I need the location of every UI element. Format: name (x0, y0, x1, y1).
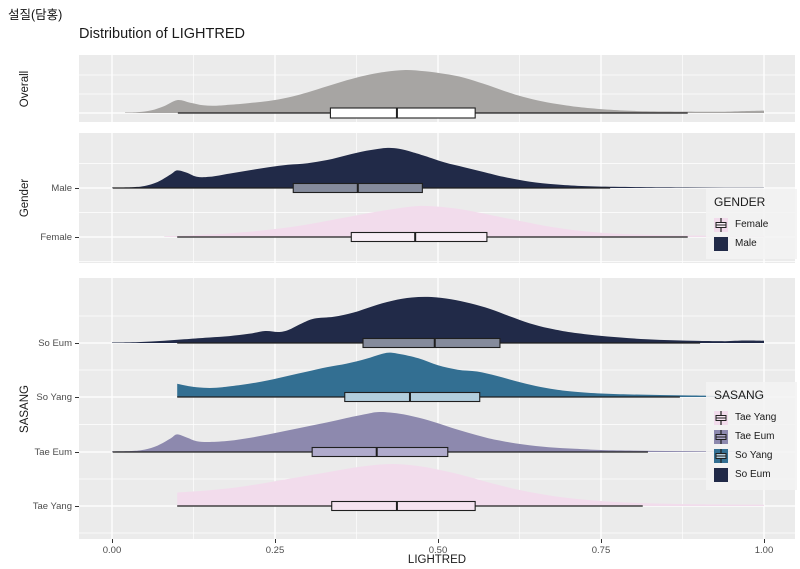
density-male (112, 147, 764, 188)
legend-sasang-items: Tae Yang Tae Eum So Yang So Eum (714, 408, 789, 484)
strip-label-overall: Overall (19, 70, 31, 107)
legend-item-label-tae-yang: Tae Yang (735, 412, 777, 423)
x-tick-label-0.50: 0.50 (428, 545, 448, 556)
panel-canvas-overall (79, 55, 795, 122)
x-tick-mark-0.75 (601, 539, 602, 543)
legend-key-boxplot-icon-female (714, 217, 728, 232)
legend-sasang: SASANG Tae Yang Tae Eum So Yang So Eum (706, 382, 797, 490)
legend-item-tae-yang: Tae Yang (714, 408, 789, 427)
panel-gender (79, 133, 795, 263)
legend-gender-title: GENDER (714, 195, 766, 209)
y-tick-mark-male (75, 188, 79, 189)
boxplot-male (112, 182, 611, 194)
density-tae-eum (112, 411, 764, 452)
y-tick-label-male: Male (51, 183, 72, 194)
density-female (164, 205, 764, 237)
legend-item-tae-eum: Tae Eum (714, 427, 789, 446)
legend-sasang-title: SASANG (714, 388, 765, 402)
legend-item-so-yang: So Yang (714, 446, 789, 465)
y-tick-mark-so-yang (75, 397, 79, 398)
boxplot-so-eum (177, 337, 701, 349)
x-tick-mark-0.00 (112, 539, 113, 543)
legend-gender-items: Female Male (714, 215, 789, 253)
x-tick-mark-0.25 (275, 539, 276, 543)
x-tick-mark-0.50 (438, 539, 439, 543)
legend-item-label-tae-eum: Tae Eum (735, 431, 775, 442)
legend-item-female: Female (714, 215, 789, 234)
legend-key-boxplot-icon-tae-yang (714, 410, 728, 425)
density-so-eum (112, 296, 764, 343)
boxplot-female (177, 231, 688, 243)
page-title: 설질(담홍) (8, 8, 63, 22)
x-tick-label-1.00: 1.00 (754, 545, 774, 556)
panel-canvas-gender (79, 133, 795, 263)
panel-sasang (79, 278, 795, 539)
panel-overall (79, 55, 795, 122)
legend-item-label-female: Female (735, 219, 769, 230)
y-tick-label-tae-eum: Tae Eum (34, 447, 73, 458)
legend-item-label-so-eum: So Eum (735, 469, 771, 480)
legend-item-male: Male (714, 234, 789, 253)
x-tick-label-0.25: 0.25 (265, 545, 285, 556)
x-tick-mark-1.00 (764, 539, 765, 543)
y-tick-label-so-eum: So Eum (38, 338, 72, 349)
legend-key-boxplot-icon-so-yang (714, 448, 728, 463)
strip-label-gender: Gender (19, 178, 31, 218)
y-tick-mark-so-eum (75, 343, 79, 344)
panel-canvas-sasang (79, 278, 795, 539)
legend-gender: GENDER Female Male (706, 189, 797, 259)
y-tick-label-so-yang: So Yang (36, 392, 72, 403)
gridlines (79, 133, 795, 263)
density-overall (125, 69, 764, 113)
density-tae-yang (177, 464, 764, 506)
x-tick-label-0.75: 0.75 (591, 545, 611, 556)
y-tick-label-female: Female (40, 232, 72, 243)
boxplot-tae-eum (112, 446, 648, 458)
density-so-yang (177, 352, 764, 397)
y-tick-mark-tae-yang (75, 506, 79, 507)
x-tick-label-0.00: 0.00 (102, 545, 122, 556)
boxplot-so-yang (177, 391, 680, 403)
legend-item-so-eum: So Eum (714, 465, 789, 484)
legend-item-label-so-yang: So Yang (735, 450, 773, 461)
chart-title: Distribution of LIGHTRED (79, 26, 245, 42)
legend-key-boxplot-icon-male (714, 236, 728, 251)
boxplot-tae-yang (177, 500, 643, 512)
y-tick-mark-tae-eum (75, 452, 79, 453)
legend-key-boxplot-icon-so-eum (714, 467, 728, 482)
x-axis-title: LIGHTRED (407, 554, 467, 566)
legend-item-label-male: Male (735, 238, 757, 249)
y-tick-label-tae-yang: Tae Yang (32, 501, 72, 512)
strip-label-sasang: SASANG (19, 384, 31, 433)
y-tick-mark-female (75, 237, 79, 238)
legend-key-boxplot-icon-tae-eum (714, 429, 728, 444)
boxplot-overall (177, 107, 688, 119)
